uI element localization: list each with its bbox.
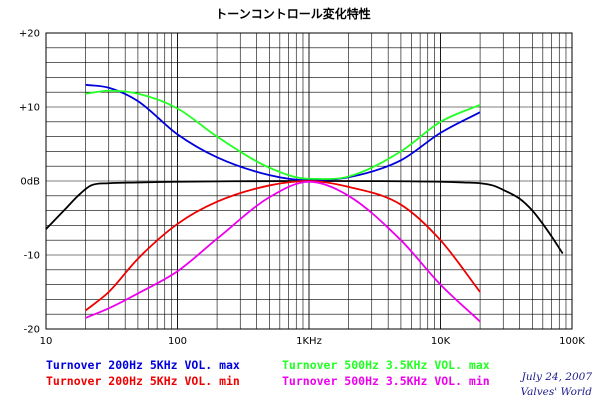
credit-author: Valves' World [521,386,593,398]
y-tick-label: +20 [19,29,40,40]
y-tick-label: 0dB [20,177,40,188]
y-axis-ticks: +20 +10 0dB -10 -20 [19,29,40,336]
x-tick-label: 10K [431,336,451,347]
x-tick-label: 100K [559,336,585,347]
x-tick-label: 10 [40,336,53,347]
chart-series [45,83,564,323]
x-axis-ticks: 10 100 1KHz 10K 100K [40,336,586,347]
legend-item-magenta: Turnover 500Hz 3.5KHz VOL. min [282,374,490,388]
y-tick-label: -10 [24,251,40,262]
series-line-0 [45,180,564,255]
x-tick-label: 1KHz [296,336,322,347]
legend-item-blue: Turnover 200Hz 5KHz VOL. max [46,358,240,372]
series-line-4 [85,180,481,323]
series-line-3 [85,89,481,180]
legend-item-green: Turnover 500Hz 3.5KHz VOL. max [282,358,490,372]
plot-frame [45,32,573,330]
x-tick-label: 100 [168,336,187,347]
series-line-1 [85,83,481,182]
series-line-2 [85,180,481,312]
y-tick-label: +10 [19,103,40,114]
chart-title: トーンコントロール変化特性 [215,6,370,21]
legend-item-red: Turnover 200Hz 5KHz VOL. min [46,374,240,388]
credit-date: July 24, 2007 [520,371,593,383]
y-tick-label: -20 [24,325,40,336]
